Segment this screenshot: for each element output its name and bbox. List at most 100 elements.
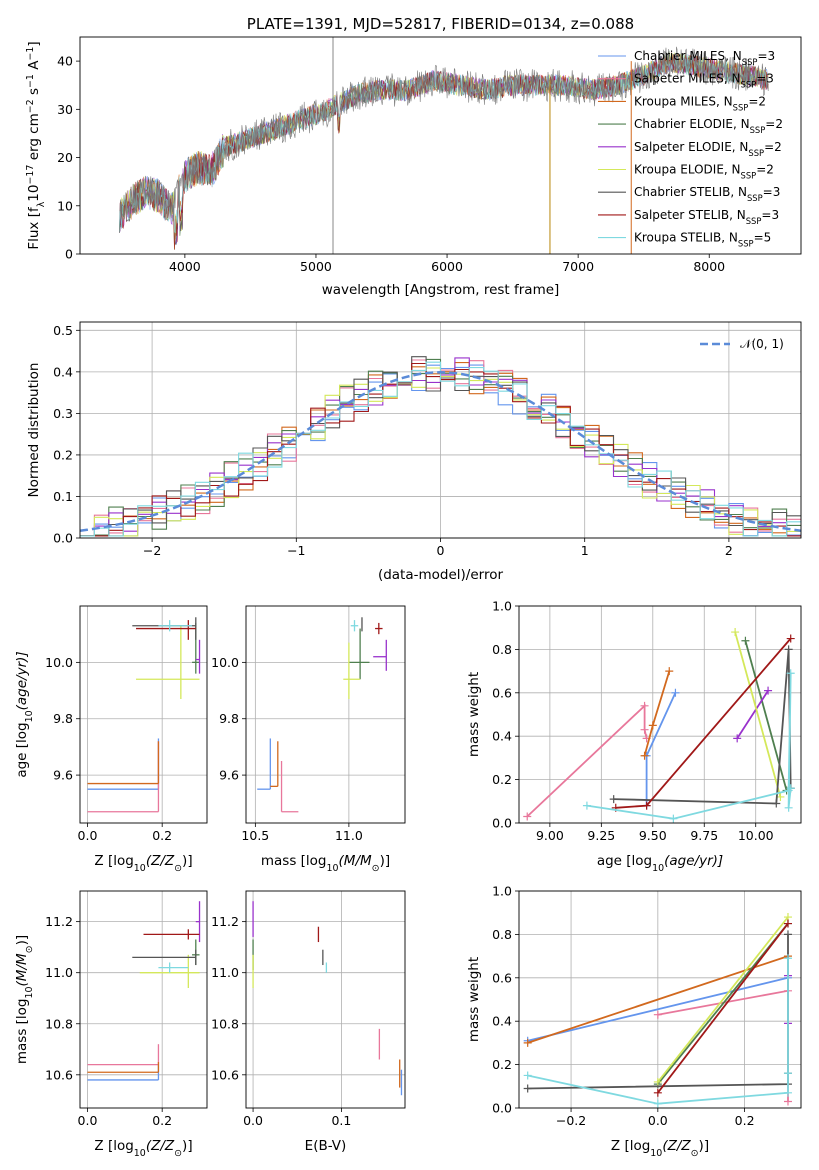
weight-series-line <box>657 922 789 1094</box>
legend-label-part: Salpeter STELIB, N <box>634 208 746 222</box>
chart-title: PLATE=1391, MJD=52817, FIBERID=0134, z=0… <box>247 15 634 33</box>
weight-point-marker <box>653 1099 662 1108</box>
y-tick-label: 1.0 <box>492 599 512 614</box>
error-crosses <box>252 901 403 1096</box>
legend-label-part: SSP <box>750 125 766 135</box>
legend-label-part: =2 <box>765 117 783 131</box>
x-tick-label: 0.0 <box>243 1113 263 1128</box>
legend-label-part: =3 <box>756 72 774 86</box>
y-tick-label: 0.0 <box>53 531 73 546</box>
weight-lines <box>523 913 792 1108</box>
weight-point-marker <box>640 701 649 710</box>
weight-point-marker <box>783 954 792 963</box>
y-tick-label: 0.6 <box>492 970 512 985</box>
weight-point-marker <box>671 688 680 697</box>
weight-point-marker <box>741 636 750 645</box>
y-axis-label-part: A <box>26 60 42 74</box>
legend-label: Chabrier ELODIE, NSSP=2 <box>634 117 783 135</box>
y-axis-label: Normed distribution <box>26 363 42 498</box>
y-tick-label: 9.8 <box>219 711 239 726</box>
weight-point-marker <box>642 801 651 810</box>
x-tick-label: 6000 <box>431 259 463 274</box>
y-axis-label: mass weight <box>466 957 482 1042</box>
x-axis-label: mass [log10(M/M⊙)] <box>261 853 390 874</box>
axes-frame <box>518 890 802 1109</box>
legend-label: Chabrier MILES, NSSP=3 <box>634 49 775 67</box>
x-tick-label: −0.2 <box>556 1113 586 1128</box>
x-axis-label-part: ⊙ <box>174 863 182 874</box>
legend-label: Kroupa MILES, NSSP=2 <box>634 94 766 112</box>
spectrum-lines <box>119 37 769 254</box>
y-tick-label: 0.2 <box>492 1057 512 1072</box>
x-tick-label: 9.50 <box>639 828 667 843</box>
y-axis-label: mass [log10(M/M⊙)] <box>14 935 35 1064</box>
legend-label-part: Kroupa ELODIE, N <box>634 163 741 177</box>
legend-label-part: Kroupa STELIB, N <box>634 231 738 245</box>
legend-label-part: =3 <box>757 49 775 63</box>
x-axis-label-part: ⊙ <box>691 1148 699 1159</box>
x-axis-label-part: )] <box>380 853 391 869</box>
x-tick-label: 1 <box>581 543 589 558</box>
y-tick-label: 0.4 <box>492 1014 512 1029</box>
y-tick-label: 9.6 <box>53 768 73 783</box>
x-tick-label: 9.25 <box>587 828 615 843</box>
x-tick-label: −2 <box>143 543 161 558</box>
x-axis-label-part: )] <box>182 853 193 869</box>
axes-frame <box>79 36 802 255</box>
y-tick-label: 0.8 <box>492 927 512 942</box>
histogram-panel: −2 −1 0 1 2 0.0 0.1 0.2 0.3 0.4 0.5 (data-model)/er… <box>26 321 802 583</box>
error-crosses <box>257 617 387 813</box>
weight-series-line <box>736 690 769 739</box>
y-axis-label-part: )] <box>14 935 30 946</box>
x-axis-label-part: Z [log <box>94 853 133 869</box>
legend-label: Salpeter STELIB, NSSP=3 <box>634 208 779 226</box>
y-axis-label-part: (age/yr)] <box>14 651 30 710</box>
x-tick-label: 0.2 <box>152 828 172 843</box>
legend-label-part: =3 <box>761 208 779 222</box>
x-axis-label-part: (Z/Z <box>146 853 175 869</box>
y-axis-label: age [log10(age/yr)] <box>14 651 35 777</box>
legend-label-part: Kroupa MILES, N <box>634 94 733 108</box>
x-tick-label: 8000 <box>693 259 725 274</box>
weight-series-line <box>613 649 792 805</box>
x-tick-label: 0.0 <box>78 828 98 843</box>
age-mass-panel: 10.5 11.0 9.6 9.8 10.0 mass [log10(M/M⊙)] <box>211 605 406 874</box>
weight-point-marker <box>783 1097 792 1106</box>
x-axis-label: (data-model)/error <box>378 567 504 583</box>
weight-series-line <box>734 631 782 798</box>
x-axis-label-part: (M/M <box>339 853 372 869</box>
weight-point-marker <box>783 930 792 939</box>
y-tick-label: 10.0 <box>45 655 73 670</box>
x-axis-label-part: 10 <box>134 863 146 874</box>
x-axis-label: Z [log10(Z/Z⊙)] <box>94 1138 192 1159</box>
x-axis-label-part: mass [log <box>261 853 327 869</box>
legend-label: Salpeter MILES, NSSP=3 <box>634 72 774 90</box>
y-tick-label: 0.4 <box>492 729 512 744</box>
y-tick-label: 0.3 <box>53 406 73 421</box>
x-axis-label-part: (Z/Z <box>662 1138 691 1154</box>
y-tick-label: 0.0 <box>492 1101 512 1116</box>
weight-age-panel: 9.00 9.25 9.50 9.75 10.00 0.0 0.2 0.4 0.6 0.8 1.0 a… <box>466 599 802 874</box>
weight-point-marker <box>783 919 792 928</box>
x-axis-label-part: Z [log <box>94 1138 133 1154</box>
x-axis-label: wavelength [Angstrom, rest frame] <box>322 282 560 298</box>
y-axis-label-part: mass [log <box>14 998 30 1064</box>
y-tick-label: 10.8 <box>45 1016 73 1031</box>
y-tick-label: 10 <box>57 198 73 213</box>
y-tick-label: 0.5 <box>53 323 73 338</box>
y-tick-label: 20 <box>57 150 73 165</box>
weight-point-marker <box>784 803 793 812</box>
y-axis-label-part: erg cm <box>26 113 42 164</box>
x-axis-label-part: (age/yr)] <box>664 853 723 869</box>
legend-label-part: SSP <box>746 216 762 226</box>
y-axis-label-part: s <box>26 88 42 99</box>
y-tick-label: 11.0 <box>45 965 73 980</box>
x-tick-label: 4000 <box>169 259 201 274</box>
weight-point-marker <box>609 795 618 804</box>
x-tick-label: −1 <box>287 543 305 558</box>
weight-series-line <box>615 637 792 809</box>
y-tick-label: 0 <box>65 247 73 262</box>
legend-label-part: Salpeter MILES, N <box>634 72 741 86</box>
legend-label-part: =2 <box>756 163 774 177</box>
weight-point-marker <box>523 1071 532 1080</box>
